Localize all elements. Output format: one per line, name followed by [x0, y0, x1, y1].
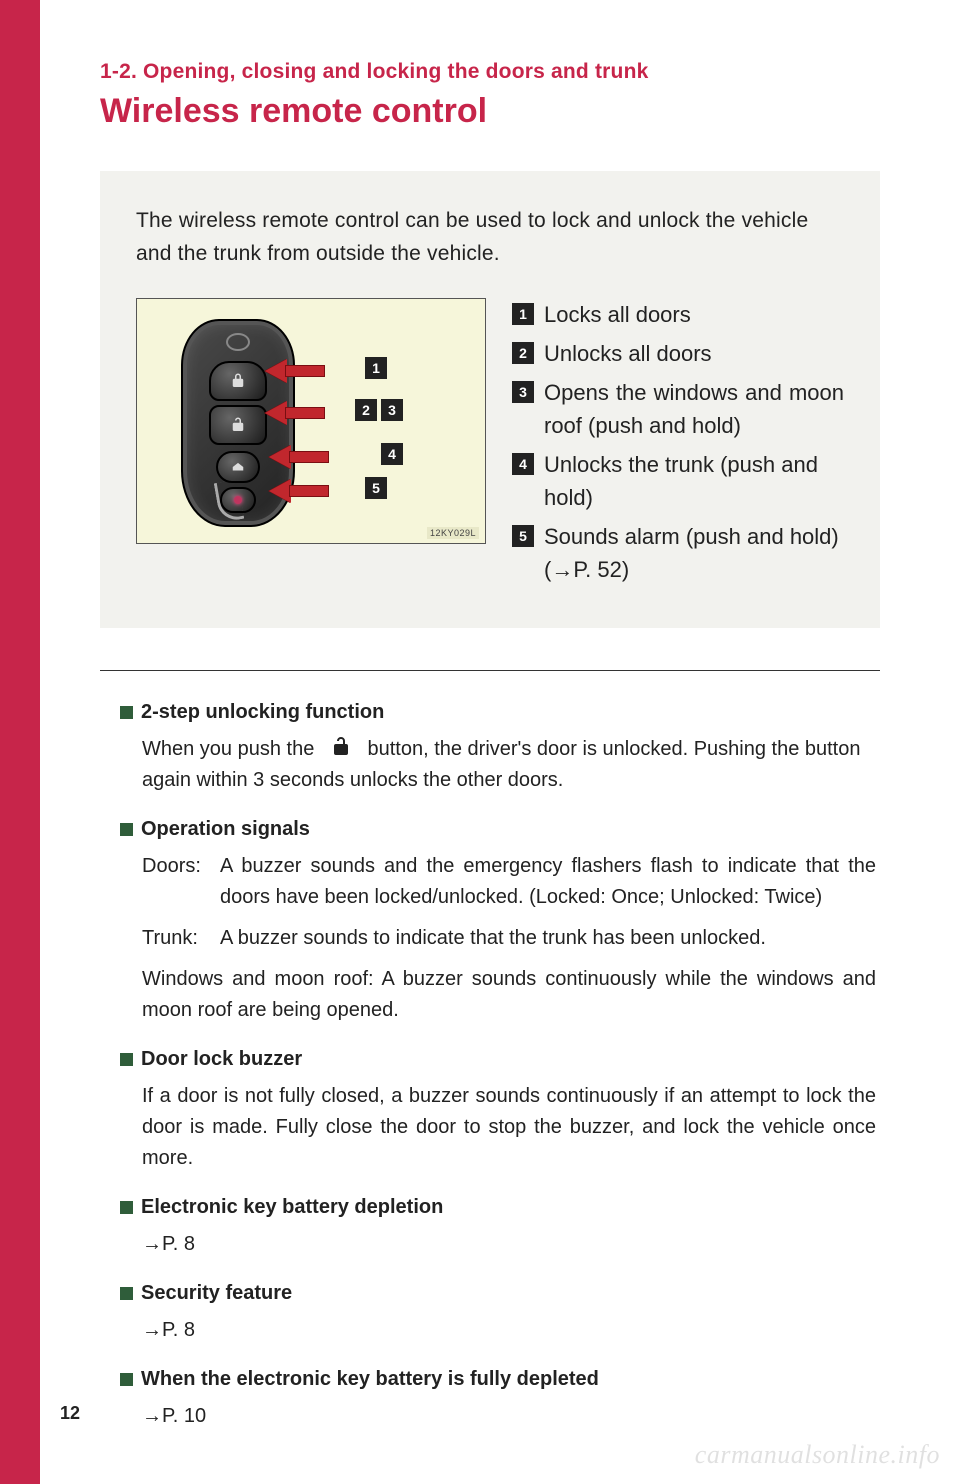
paragraph: Windows and moon roof: A buzzer sounds c… — [142, 964, 876, 1026]
page-reference: →P. 10 — [142, 1401, 876, 1432]
callout-badge: 2 — [355, 399, 377, 421]
sub-heading-text: When the electronic key battery is fully… — [141, 1368, 599, 1391]
sub-heading-text: Operation signals — [141, 818, 310, 841]
sub-heading: Operation signals — [120, 818, 876, 841]
function-text: Unlocks all doors — [544, 337, 844, 370]
fob-lock-button-icon — [209, 361, 267, 401]
square-bullet-icon — [120, 1287, 133, 1300]
number-badge: 4 — [512, 453, 534, 475]
list-item: 1 Locks all doors — [512, 298, 844, 331]
sub-heading: 2-step unlocking function — [120, 701, 876, 724]
list-item: 5 Sounds alarm (push and hold) (→P. 52) — [512, 520, 844, 586]
callout-badge: 3 — [381, 399, 403, 421]
arrow-icon — [269, 447, 329, 467]
sub-heading: Security feature — [120, 1282, 876, 1305]
subsections: 2-step unlocking function When you push … — [100, 701, 880, 1432]
definition-desc: A buzzer sounds to indicate that the tru… — [220, 923, 876, 954]
unlock-icon — [326, 735, 356, 759]
divider — [100, 670, 880, 671]
definition-term: Doors: — [142, 851, 220, 913]
sub-heading-text: Security feature — [141, 1282, 292, 1305]
callout-badge: 4 — [381, 443, 403, 465]
list-item: 4 Unlocks the trunk (push and hold) — [512, 448, 844, 514]
arrow-icon — [269, 481, 329, 501]
sub-heading-text: Electronic key battery depletion — [141, 1196, 443, 1219]
arrow-icon — [265, 403, 325, 423]
definition-desc: A buzzer sounds and the emergency flashe… — [220, 851, 876, 913]
sub-heading: When the electronic key battery is fully… — [120, 1368, 876, 1391]
paragraph: When you push the button, the driver's d… — [142, 734, 876, 796]
intro-box: The wireless remote control can be used … — [100, 171, 880, 628]
page-content: 1-2. Opening, closing and locking the do… — [0, 0, 960, 1432]
intro-text: The wireless remote control can be used … — [136, 205, 844, 270]
square-bullet-icon — [120, 1373, 133, 1386]
page-title: Wireless remote control — [100, 92, 880, 131]
sub-heading-text: 2-step unlocking function — [141, 701, 384, 724]
left-accent-band — [0, 0, 40, 1484]
figure-code: 12KY029L — [427, 527, 479, 539]
sub-heading: Door lock buzzer — [120, 1048, 876, 1071]
square-bullet-icon — [120, 1053, 133, 1066]
text-fragment: When you push the — [142, 738, 314, 760]
callout-badge: 5 — [365, 477, 387, 499]
square-bullet-icon — [120, 1201, 133, 1214]
fob-logo-icon — [226, 333, 250, 351]
fob-keyring-icon — [214, 479, 245, 523]
fob-trunk-button-icon — [216, 451, 260, 483]
definition-row: Trunk: A buzzer sounds to indicate that … — [142, 923, 876, 954]
paragraph: If a door is not fully closed, a buzzer … — [142, 1081, 876, 1174]
square-bullet-icon — [120, 706, 133, 719]
number-badge: 3 — [512, 381, 534, 403]
fob-unlock-button-icon — [209, 405, 267, 445]
page-reference: →P. 8 — [142, 1315, 876, 1346]
number-badge: 2 — [512, 342, 534, 364]
arrow-icon — [265, 361, 325, 381]
list-item: 3 Opens the windows and moon roof (push … — [512, 376, 844, 442]
list-item: 2 Unlocks all doors — [512, 337, 844, 370]
number-badge: 1 — [512, 303, 534, 325]
section-path: 1-2. Opening, closing and locking the do… — [100, 60, 880, 84]
function-text: Sounds alarm (push and hold) (→P. 52) — [544, 520, 844, 586]
number-badge: 5 — [512, 525, 534, 547]
definition-term: Trunk: — [142, 923, 220, 954]
watermark: carmanualsonline.info — [695, 1440, 940, 1470]
page-reference: →P. 8 — [142, 1229, 876, 1260]
function-text: Unlocks the trunk (push and hold) — [544, 448, 844, 514]
page-number: 12 — [60, 1403, 80, 1424]
sub-heading: Electronic key battery depletion — [120, 1196, 876, 1219]
function-list: 1 Locks all doors 2 Unlocks all doors 3 … — [512, 298, 844, 592]
function-text: Locks all doors — [544, 298, 844, 331]
function-text: Opens the windows and moon roof (push an… — [544, 376, 844, 442]
definition-row: Doors: A buzzer sounds and the emergency… — [142, 851, 876, 913]
sub-heading-text: Door lock buzzer — [141, 1048, 302, 1071]
callout-badge: 1 — [365, 357, 387, 379]
key-fob-figure: 1 2 3 4 5 12KY029L — [136, 298, 486, 544]
square-bullet-icon — [120, 823, 133, 836]
